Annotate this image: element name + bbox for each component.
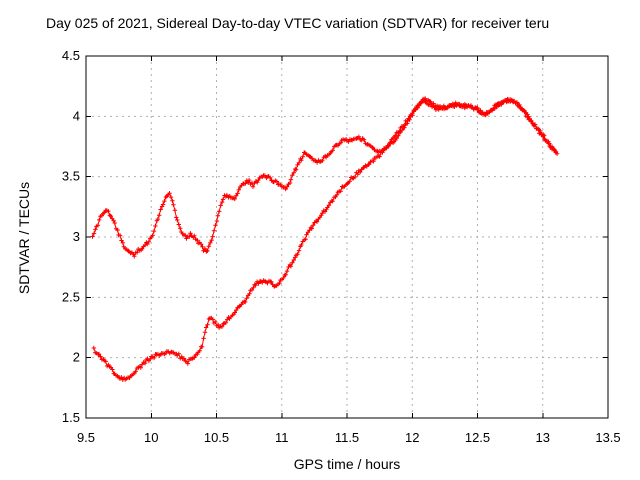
x-tick-label: 13.5 bbox=[595, 430, 620, 445]
x-axis-label: GPS time / hours bbox=[293, 456, 401, 472]
x-tick-label: 13 bbox=[536, 430, 550, 445]
y-tick-label: 4 bbox=[73, 108, 80, 123]
x-tick-label: 11 bbox=[275, 430, 289, 445]
x-tick-label: 9.5 bbox=[77, 430, 95, 445]
x-tick-label: 12 bbox=[405, 430, 419, 445]
y-tick-label: 3 bbox=[73, 229, 80, 244]
x-tick-label: 10 bbox=[144, 430, 158, 445]
sdtvar-trace-lower-markers bbox=[91, 96, 558, 382]
y-tick-label: 1.5 bbox=[62, 410, 80, 425]
x-tick-label: 10.5 bbox=[204, 430, 229, 445]
chart-title: Day 025 of 2021, Sidereal Day-to-day VTE… bbox=[46, 15, 550, 31]
y-tick-label: 3.5 bbox=[62, 169, 80, 184]
sdtvar-trace-upper-markers bbox=[90, 96, 560, 259]
y-tick-label: 4.5 bbox=[62, 48, 80, 63]
y-tick-label: 2.5 bbox=[62, 289, 80, 304]
x-tick-label: 12.5 bbox=[465, 430, 490, 445]
sdtvar-trace-upper-line bbox=[92, 97, 558, 258]
y-tick-label: 2 bbox=[73, 350, 80, 365]
sdtvar-trace-lower-line bbox=[93, 97, 557, 381]
x-tick-label: 11.5 bbox=[335, 430, 359, 445]
